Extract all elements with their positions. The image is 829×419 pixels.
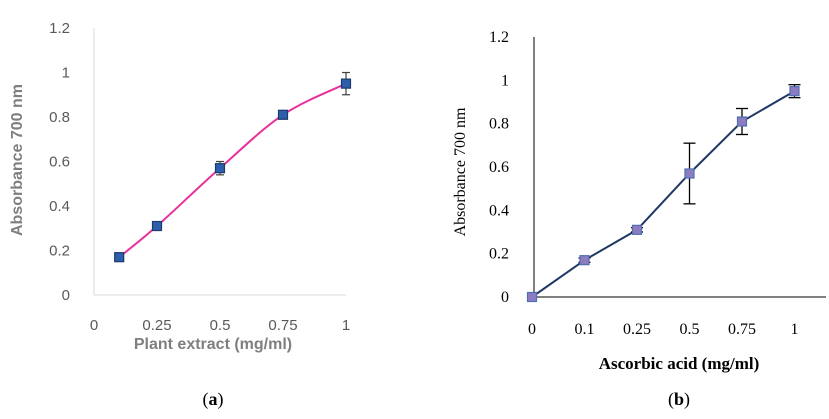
x-tick-label: 0	[528, 321, 536, 338]
series-line-b	[531, 90, 796, 298]
data-points-a	[114, 78, 352, 263]
series-line-a	[118, 82, 347, 258]
x-axis-title-b: Ascorbic acid (mg/ml)	[599, 354, 760, 373]
x-tick-label: 1	[791, 321, 799, 338]
data-point	[114, 252, 125, 263]
x-tick-labels-b: 0 0.1 0.25 0.5 0.75 1	[528, 321, 799, 338]
y-tick-label: 0	[501, 289, 509, 306]
x-tick-label: 0.25	[623, 321, 651, 338]
x-tick-label: 0.75	[728, 321, 756, 338]
y-tick-labels-b: 0 0.2 0.4 0.6 0.8 1 1.2	[489, 29, 509, 306]
data-point	[340, 78, 352, 89]
y-tick-label: 0.4	[49, 198, 70, 215]
x-tick-label: 0	[90, 317, 98, 334]
panel-caption-a: (a)	[203, 389, 224, 410]
y-tick-label: 0.6	[49, 154, 70, 171]
y-axis-title-b: Absorbance 700 nm	[452, 107, 469, 236]
y-tick-label: 1	[62, 65, 70, 82]
y-tick-label: 1.2	[489, 29, 509, 46]
x-tick-label: 0.1	[575, 321, 595, 338]
y-tick-label: 1.2	[49, 20, 70, 37]
x-tick-label: 0.5	[680, 321, 700, 338]
data-point	[151, 220, 163, 232]
x-tick-labels-a: 0 0.25 0.5 0.75 1	[90, 317, 350, 334]
x-tick-label: 0.5	[210, 317, 231, 334]
y-tick-labels-a: 0 0.2 0.4 0.6 0.8 1 1.2	[49, 20, 70, 304]
chart-panel-a: 0 0.2 0.4 0.6 0.8 1 1.2 0 0.25 0.5 0.75 1 Plant ex…	[9, 20, 352, 410]
data-point	[736, 116, 748, 127]
y-tick-label: 0.8	[489, 116, 509, 133]
panel-caption-b: (b)	[668, 389, 690, 410]
data-point	[277, 109, 289, 120]
data-point	[631, 224, 643, 235]
y-tick-label: 0	[62, 287, 70, 304]
y-axis-title-a: Absorbance 700 nm	[9, 84, 26, 236]
data-points-b	[526, 86, 800, 303]
x-axis-title-a: Plant extract (mg/ml)	[134, 336, 292, 353]
x-tick-label: 0.25	[142, 317, 171, 334]
data-point	[526, 291, 538, 303]
y-tick-label: 0.2	[489, 246, 509, 263]
y-tick-label: 0.4	[489, 202, 509, 219]
data-point	[214, 163, 226, 174]
x-tick-label: 0.75	[268, 317, 297, 334]
y-tick-label: 0.2	[49, 243, 70, 260]
y-tick-label: 0.6	[489, 159, 509, 176]
data-point	[579, 255, 590, 266]
data-point	[789, 86, 800, 97]
data-point	[684, 168, 695, 179]
chart-panel-b: 0 0.2 0.4 0.6 0.8 1 1.2 0 0.1 0.25 0.5 0.75 1 Ascor…	[452, 29, 826, 410]
y-tick-label: 1	[501, 72, 509, 89]
x-tick-label: 1	[342, 317, 350, 334]
y-tick-label: 0.8	[49, 109, 70, 126]
